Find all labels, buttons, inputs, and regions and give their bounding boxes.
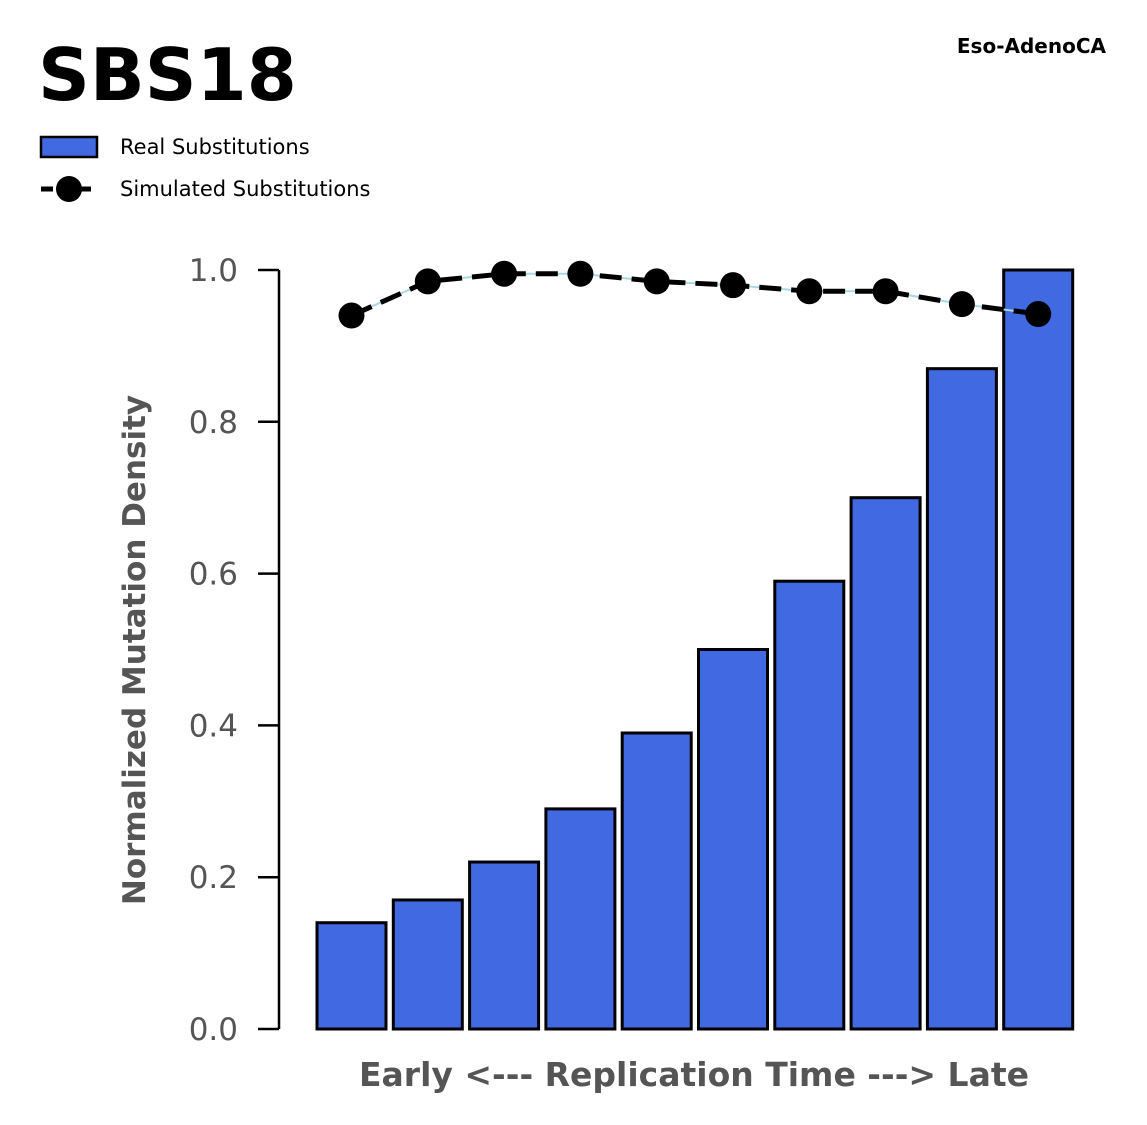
plot-area: 0.0 0.2 0.4 0.6 0.8 1.0 (189, 253, 1075, 1048)
chart-title: SBS18 (38, 33, 297, 117)
simulated-point (872, 278, 899, 305)
simulated-point (796, 278, 823, 305)
simulated-point (720, 272, 746, 299)
simulated-line-series (338, 260, 1052, 329)
y-tick-label: 1.0 (189, 253, 238, 289)
simulated-point (567, 260, 594, 287)
simulated-point (414, 268, 441, 295)
bar-real-substitutions (315, 921, 388, 1031)
y-axis-ticks: 0.0 0.2 0.4 0.6 0.8 1.0 (189, 253, 279, 1048)
y-axis-label: Normalized Mutation Density (117, 395, 153, 905)
bar-real-substitutions (1002, 268, 1075, 1031)
bar-real-substitutions (773, 579, 846, 1031)
x-axis-label: Early <--- Replication Time ---> Late (359, 1055, 1029, 1094)
bar-real-substitutions (620, 731, 693, 1031)
bar-real-substitutions (391, 898, 464, 1031)
legend-label-real: Real Substitutions (120, 135, 310, 159)
y-tick-label: 0.0 (189, 1012, 238, 1048)
bar-real-substitutions (925, 367, 998, 1031)
y-tick-label: 0.4 (189, 708, 238, 744)
simulated-point (1025, 301, 1052, 328)
y-tick-label: 0.6 (189, 557, 238, 593)
simulated-point (948, 291, 975, 318)
simulated-point (491, 260, 518, 287)
simulated-dashed-line (350, 271, 1039, 318)
bar-real-substitutions (544, 807, 617, 1031)
simulated-point (643, 268, 670, 295)
legend-swatch-real (39, 135, 99, 159)
bar-real-substitutions (468, 860, 541, 1031)
simulated-point (338, 302, 365, 329)
bar-real-substitutions (697, 648, 769, 1031)
bar-real-substitutions (849, 496, 922, 1031)
y-tick-label: 0.8 (189, 405, 238, 441)
y-tick-label: 0.2 (189, 860, 238, 896)
legend: Real Substitutions Simulated Substitutio… (39, 135, 370, 202)
cancer-type-label: Eso-AdenoCA (957, 34, 1107, 58)
legend-marker-simulated (56, 176, 82, 202)
bar-series (315, 268, 1075, 1031)
legend-label-simulated: Simulated Substitutions (120, 177, 370, 201)
